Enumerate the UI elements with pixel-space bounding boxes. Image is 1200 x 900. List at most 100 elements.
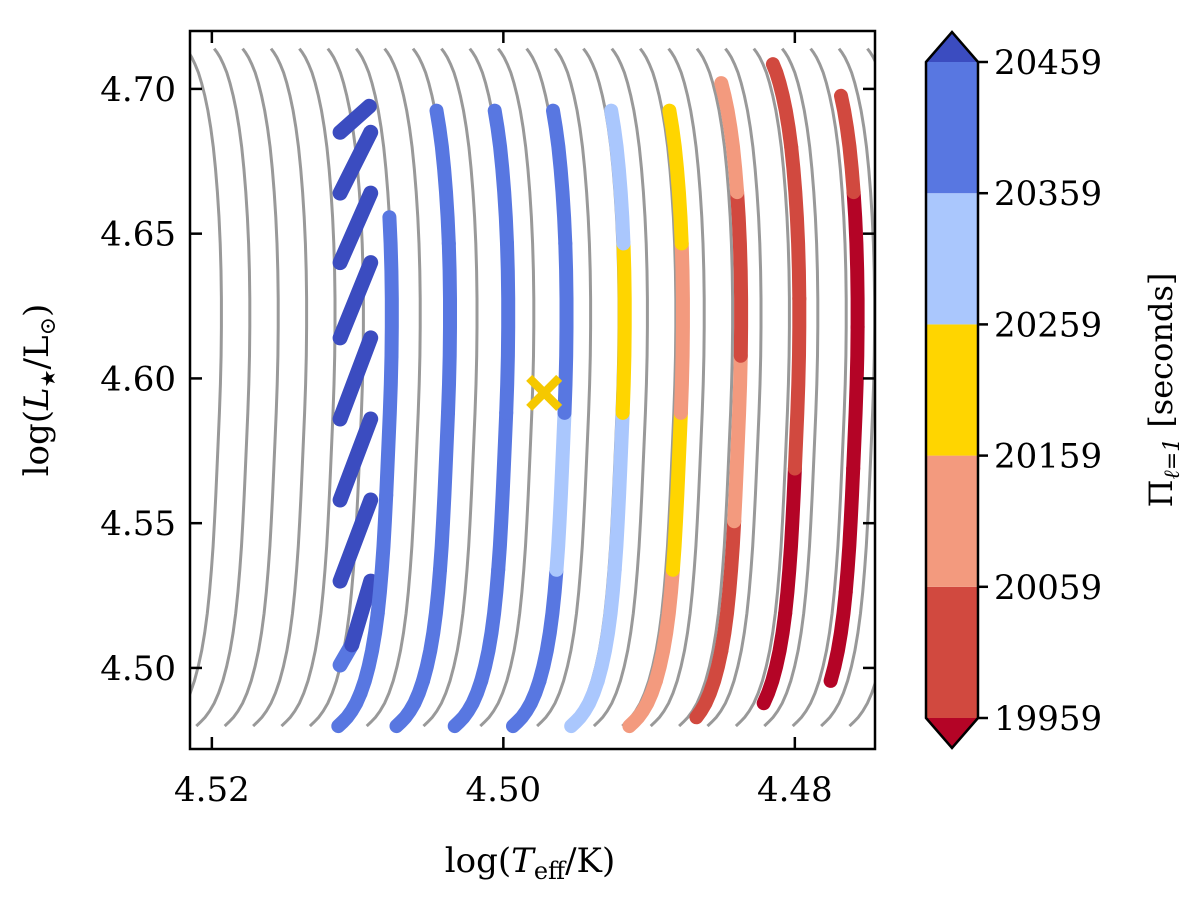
y-axis-title-part-2: /L bbox=[17, 335, 57, 369]
isochrone-line bbox=[280, 47, 337, 728]
period-band-segment bbox=[487, 103, 514, 251]
period-band-segment bbox=[834, 88, 861, 200]
y-tick-label: 4.55 bbox=[100, 504, 176, 544]
isochrone-line bbox=[992, 49, 1046, 727]
track-8-segment bbox=[332, 98, 377, 140]
y-axis-title-symbol: L bbox=[17, 387, 57, 411]
colorbar-bin bbox=[926, 193, 978, 325]
y-tick-label: 4.60 bbox=[100, 359, 176, 399]
track-2-segment bbox=[332, 492, 379, 589]
period-band-segment bbox=[765, 57, 799, 154]
isochrone-line bbox=[223, 47, 280, 728]
x-axis-title-part-1: log( bbox=[445, 841, 511, 881]
isochrone-line bbox=[308, 47, 365, 728]
period-band-segment bbox=[823, 585, 853, 688]
isochrone-line bbox=[791, 47, 848, 728]
isochrone-line bbox=[734, 47, 791, 728]
period-band-segment bbox=[689, 643, 729, 725]
period-band-segment bbox=[730, 185, 749, 363]
period-band-segment bbox=[499, 236, 516, 420]
isochrone-line bbox=[678, 47, 735, 728]
x-axis-title-subscript: eff bbox=[534, 857, 567, 885]
colorbar-bin bbox=[926, 324, 978, 456]
y-axis-title-part-1: log( bbox=[17, 410, 57, 476]
period-band-segment bbox=[546, 103, 573, 251]
colorbar-title-units: [seconds] bbox=[1142, 273, 1180, 438]
period-band-segment bbox=[673, 236, 690, 420]
period-band-segment bbox=[532, 562, 564, 688]
plot-frame bbox=[188, 29, 877, 751]
period-band-segment bbox=[665, 405, 688, 577]
colorbar-title-subscript: ℓ=1 bbox=[1160, 438, 1185, 480]
track-6-segment bbox=[332, 185, 379, 271]
period-band-segment bbox=[908, 413, 914, 546]
period-band-segment bbox=[353, 606, 385, 701]
period-band-segment bbox=[379, 348, 399, 503]
period-band-segment bbox=[370, 488, 394, 621]
period-band-segment bbox=[846, 185, 865, 335]
track-5-segment bbox=[332, 255, 379, 346]
y-tick-label: 4.65 bbox=[100, 215, 176, 255]
period-band-segment bbox=[441, 236, 457, 420]
isochrone-line bbox=[820, 47, 875, 728]
x-tick-label: 4.50 bbox=[465, 770, 541, 810]
period-band-segment bbox=[787, 291, 807, 476]
track-7-segment bbox=[332, 124, 379, 201]
isochrone-line bbox=[706, 47, 763, 728]
isochrone-line bbox=[195, 47, 252, 728]
best-fit-x-marker bbox=[526, 374, 563, 411]
x-axis-title: log(Teff/K) bbox=[445, 841, 615, 885]
period-band-segment bbox=[433, 405, 455, 577]
period-band-segment bbox=[908, 147, 916, 271]
period-band-segment bbox=[838, 461, 861, 600]
period-band-segment bbox=[714, 514, 742, 658]
x-tick-label: 4.52 bbox=[174, 770, 250, 810]
isochrone-line bbox=[649, 47, 706, 728]
colorbar-title: Πℓ=1 [seconds] bbox=[1142, 273, 1185, 508]
period-band-segment bbox=[389, 673, 430, 734]
isochrone-line bbox=[1020, 49, 1074, 727]
period-band-segment bbox=[893, 73, 908, 147]
period-band-segment bbox=[714, 76, 745, 200]
colorbar-tick-label: 20259 bbox=[994, 305, 1102, 345]
period-band-segment bbox=[564, 673, 605, 734]
period-band-segment bbox=[429, 103, 456, 251]
x-axis-title-symbol: T bbox=[511, 841, 536, 881]
colorbar-over-arrow bbox=[926, 32, 978, 62]
period-band-segment bbox=[778, 461, 802, 621]
period-band-segment bbox=[604, 103, 631, 251]
period-band-segment bbox=[331, 686, 368, 734]
y-axis-title: log(L★/L⊙) bbox=[17, 304, 61, 477]
track-3-segment bbox=[332, 411, 379, 508]
isochrone-line bbox=[1048, 49, 1102, 727]
colorbar-bin bbox=[926, 455, 978, 587]
period-band-segment bbox=[447, 673, 489, 734]
y-tick-label: 4.50 bbox=[100, 649, 176, 689]
period-band-segment bbox=[615, 236, 632, 420]
isochrone-line bbox=[365, 47, 422, 728]
period-band-segment bbox=[846, 320, 865, 476]
period-band-segment bbox=[756, 606, 793, 711]
colorbar-under-arrow bbox=[926, 718, 978, 748]
colorbar-tick-label: 20159 bbox=[994, 437, 1102, 477]
track-1-segment bbox=[344, 573, 379, 653]
colorbar-tick-label: 20359 bbox=[994, 174, 1102, 214]
colorbar-tick-label: 20459 bbox=[994, 43, 1102, 83]
x-axis-title-part-2: /K) bbox=[565, 841, 615, 881]
period-band-segment bbox=[382, 210, 399, 363]
track-4-segment bbox=[332, 330, 379, 427]
colorbar-bin bbox=[926, 586, 978, 718]
x-tick-label: 4.48 bbox=[757, 770, 833, 810]
isochrone-line bbox=[252, 47, 309, 728]
period-band-segment bbox=[474, 562, 506, 688]
period-band-segment bbox=[557, 236, 574, 420]
period-band-segment bbox=[622, 673, 663, 734]
period-band-segment bbox=[491, 405, 514, 577]
period-band-segment bbox=[662, 103, 689, 251]
period-band-segment bbox=[549, 405, 572, 577]
colorbar-title-symbol: Π bbox=[1142, 479, 1180, 507]
y-axis-title-part-3: ) bbox=[17, 304, 57, 317]
period-band-segment bbox=[416, 562, 447, 688]
isochrone-line bbox=[763, 47, 820, 728]
